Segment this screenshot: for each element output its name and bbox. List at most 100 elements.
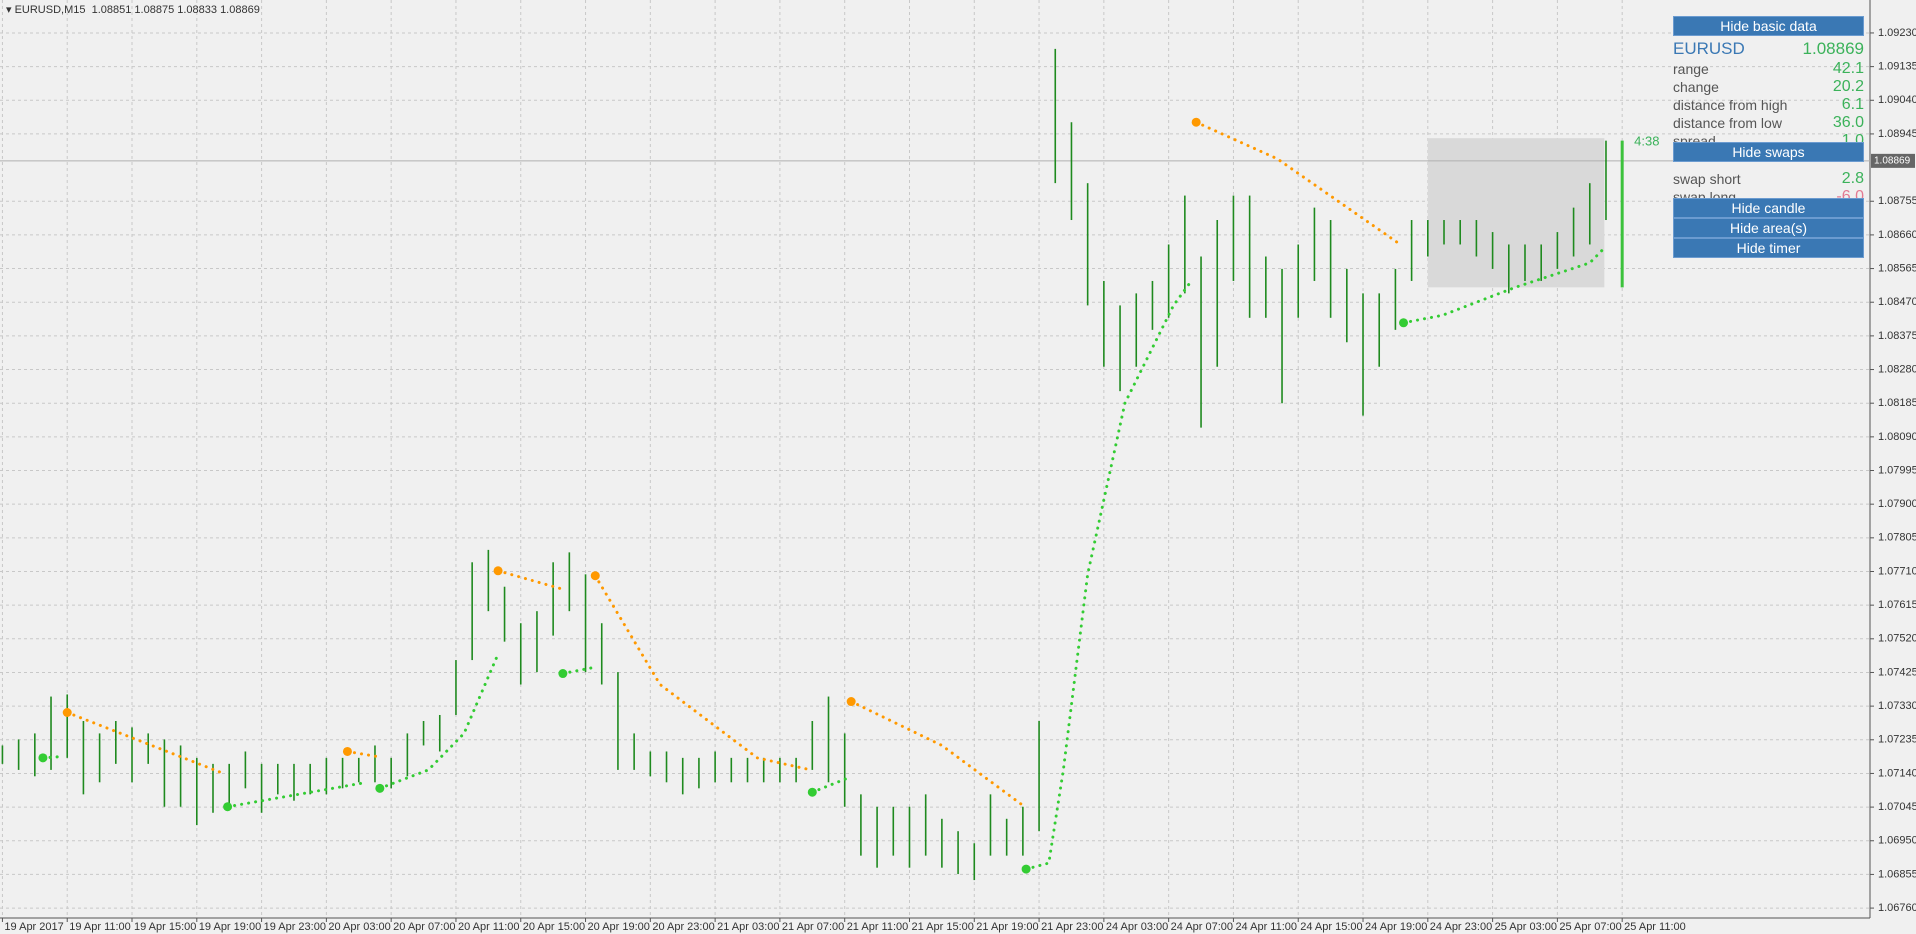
info-row: distance from low 36.0 (1673, 114, 1864, 132)
x-tick-label: 21 Apr 03:00 (717, 921, 779, 933)
indicator-start (62, 708, 72, 718)
x-tick-label: 24 Apr 15:00 (1300, 921, 1362, 933)
indicator-line (345, 749, 379, 758)
indicator-line (226, 780, 369, 809)
indicator-line (1194, 120, 1402, 246)
symbol: EURUSD (1673, 39, 1745, 58)
y-tick-label: 1.08660 (1878, 229, 1916, 241)
y-tick-label: 1.08945 (1878, 128, 1916, 140)
price-box-label: 1.08869 (1874, 155, 1911, 166)
indicator-line (561, 665, 597, 676)
x-tick-label: 24 Apr 11:00 (1235, 921, 1297, 933)
indicator-start (38, 753, 48, 763)
x-tick-label: 24 Apr 19:00 (1365, 921, 1427, 933)
indicator-start (223, 802, 233, 812)
indicator-start (558, 669, 568, 679)
value: 6.1 (1841, 96, 1864, 113)
indicator-line (496, 569, 565, 591)
button[interactable]: Hide basic data (1673, 16, 1864, 36)
x-tick-label: 19 Apr 11:00 (69, 921, 131, 933)
x-tick-label: 19 Apr 19:00 (199, 921, 261, 933)
button[interactable]: Hide swaps (1673, 142, 1864, 162)
y-tick-label: 1.06855 (1878, 868, 1916, 880)
value: 36.0 (1832, 114, 1864, 131)
x-tick-label: 21 Apr 15:00 (911, 921, 973, 933)
indicator-start (846, 697, 856, 707)
indicator-line (810, 775, 852, 794)
x-tick-label: 24 Apr 03:00 (1106, 921, 1168, 933)
indicator-start (1191, 117, 1201, 127)
x-tick-label: 24 Apr 23:00 (1430, 921, 1492, 933)
label: distance from low (1673, 115, 1782, 131)
info-row: distance from high 6.1 (1673, 96, 1864, 114)
price-box (1871, 153, 1915, 168)
info-row: range 42.1 (1673, 60, 1864, 78)
price: 1.08869 (1802, 39, 1864, 58)
info-row: swap short 2.8 (1673, 170, 1864, 188)
info-row: change 20.2 (1673, 78, 1864, 96)
indicator-start (1399, 318, 1409, 328)
timer: 4:38 (1634, 134, 1659, 149)
y-tick-label: 1.06950 (1878, 835, 1916, 847)
y-tick-label: 1.08280 (1878, 363, 1916, 375)
label: distance from high (1673, 97, 1788, 113)
indicator-line (65, 711, 226, 776)
symbol-row: EURUSD 1.08869 (1673, 40, 1864, 58)
symbol-timeframe: EURUSD,M15 (14, 4, 86, 16)
value: 20.2 (1832, 78, 1864, 95)
indicator-start (493, 566, 503, 576)
y-tick-label: 1.07710 (1878, 565, 1916, 577)
x-tick-label: 19 Apr 15:00 (134, 921, 196, 933)
x-tick-label: 20 Apr 19:00 (588, 921, 650, 933)
y-tick-label: 1.08755 (1878, 195, 1916, 207)
indicator-line (593, 574, 813, 772)
indicator-start (342, 746, 352, 756)
x-tick-label: 21 Apr 07:00 (782, 921, 844, 933)
y-tick-label: 1.07900 (1878, 498, 1916, 510)
y-tick-label: 1.08185 (1878, 397, 1916, 409)
y-tick-label: 1.07235 (1878, 734, 1916, 746)
x-tick-label: 20 Apr 11:00 (458, 921, 520, 933)
x-tick-label: 25 Apr 11:00 (1624, 921, 1686, 933)
label: range (1673, 61, 1709, 77)
y-tick-label: 1.07425 (1878, 666, 1916, 678)
value: 42.1 (1832, 60, 1864, 77)
x-tick-label: 20 Apr 07:00 (393, 921, 455, 933)
x-tick-label: 25 Apr 07:00 (1559, 921, 1621, 933)
x-tick-label: 19 Apr 23:00 (264, 921, 326, 933)
x-tick-label: 20 Apr 03:00 (328, 921, 390, 933)
y-tick-label: 1.09230 (1878, 27, 1916, 39)
indicator-line (849, 700, 1028, 810)
indicator-line (378, 652, 500, 790)
button[interactable]: Hide timer (1673, 238, 1864, 258)
x-tick-label: 21 Apr 11:00 (847, 921, 909, 933)
y-tick-label: 1.07615 (1878, 599, 1916, 611)
indicator-start (375, 783, 385, 793)
x-tick-label: 20 Apr 15:00 (523, 921, 585, 933)
button[interactable]: Hide area(s) (1673, 218, 1864, 238)
indicator-start (1021, 864, 1031, 874)
x-tick-label: 21 Apr 19:00 (976, 921, 1038, 933)
x-tick-label: 21 Apr 23:00 (1041, 921, 1103, 933)
button[interactable]: Hide candle (1673, 198, 1864, 218)
label: change (1673, 79, 1719, 95)
label: swap short (1673, 171, 1741, 187)
y-tick-label: 1.08090 (1878, 431, 1916, 443)
indicator-start (590, 571, 600, 581)
x-tick-label: 20 Apr 23:00 (652, 921, 714, 933)
y-tick-label: 1.09040 (1878, 94, 1916, 106)
y-tick-label: 1.09135 (1878, 61, 1916, 73)
y-tick-label: 1.08375 (1878, 330, 1916, 342)
x-tick-label: 24 Apr 07:00 (1171, 921, 1233, 933)
y-tick-label: 1.07520 (1878, 633, 1916, 645)
y-tick-label: 1.07805 (1878, 532, 1916, 544)
y-tick-label: 1.08565 (1878, 262, 1916, 274)
y-tick-label: 1.06760 (1878, 902, 1916, 914)
y-tick-label: 1.08470 (1878, 296, 1916, 308)
x-tick-label: 19 Apr 2017 (4, 921, 63, 933)
ohlc: 1.08851 1.08875 1.08833 1.08869 (91, 4, 260, 16)
y-tick-label: 1.07045 (1878, 801, 1916, 813)
